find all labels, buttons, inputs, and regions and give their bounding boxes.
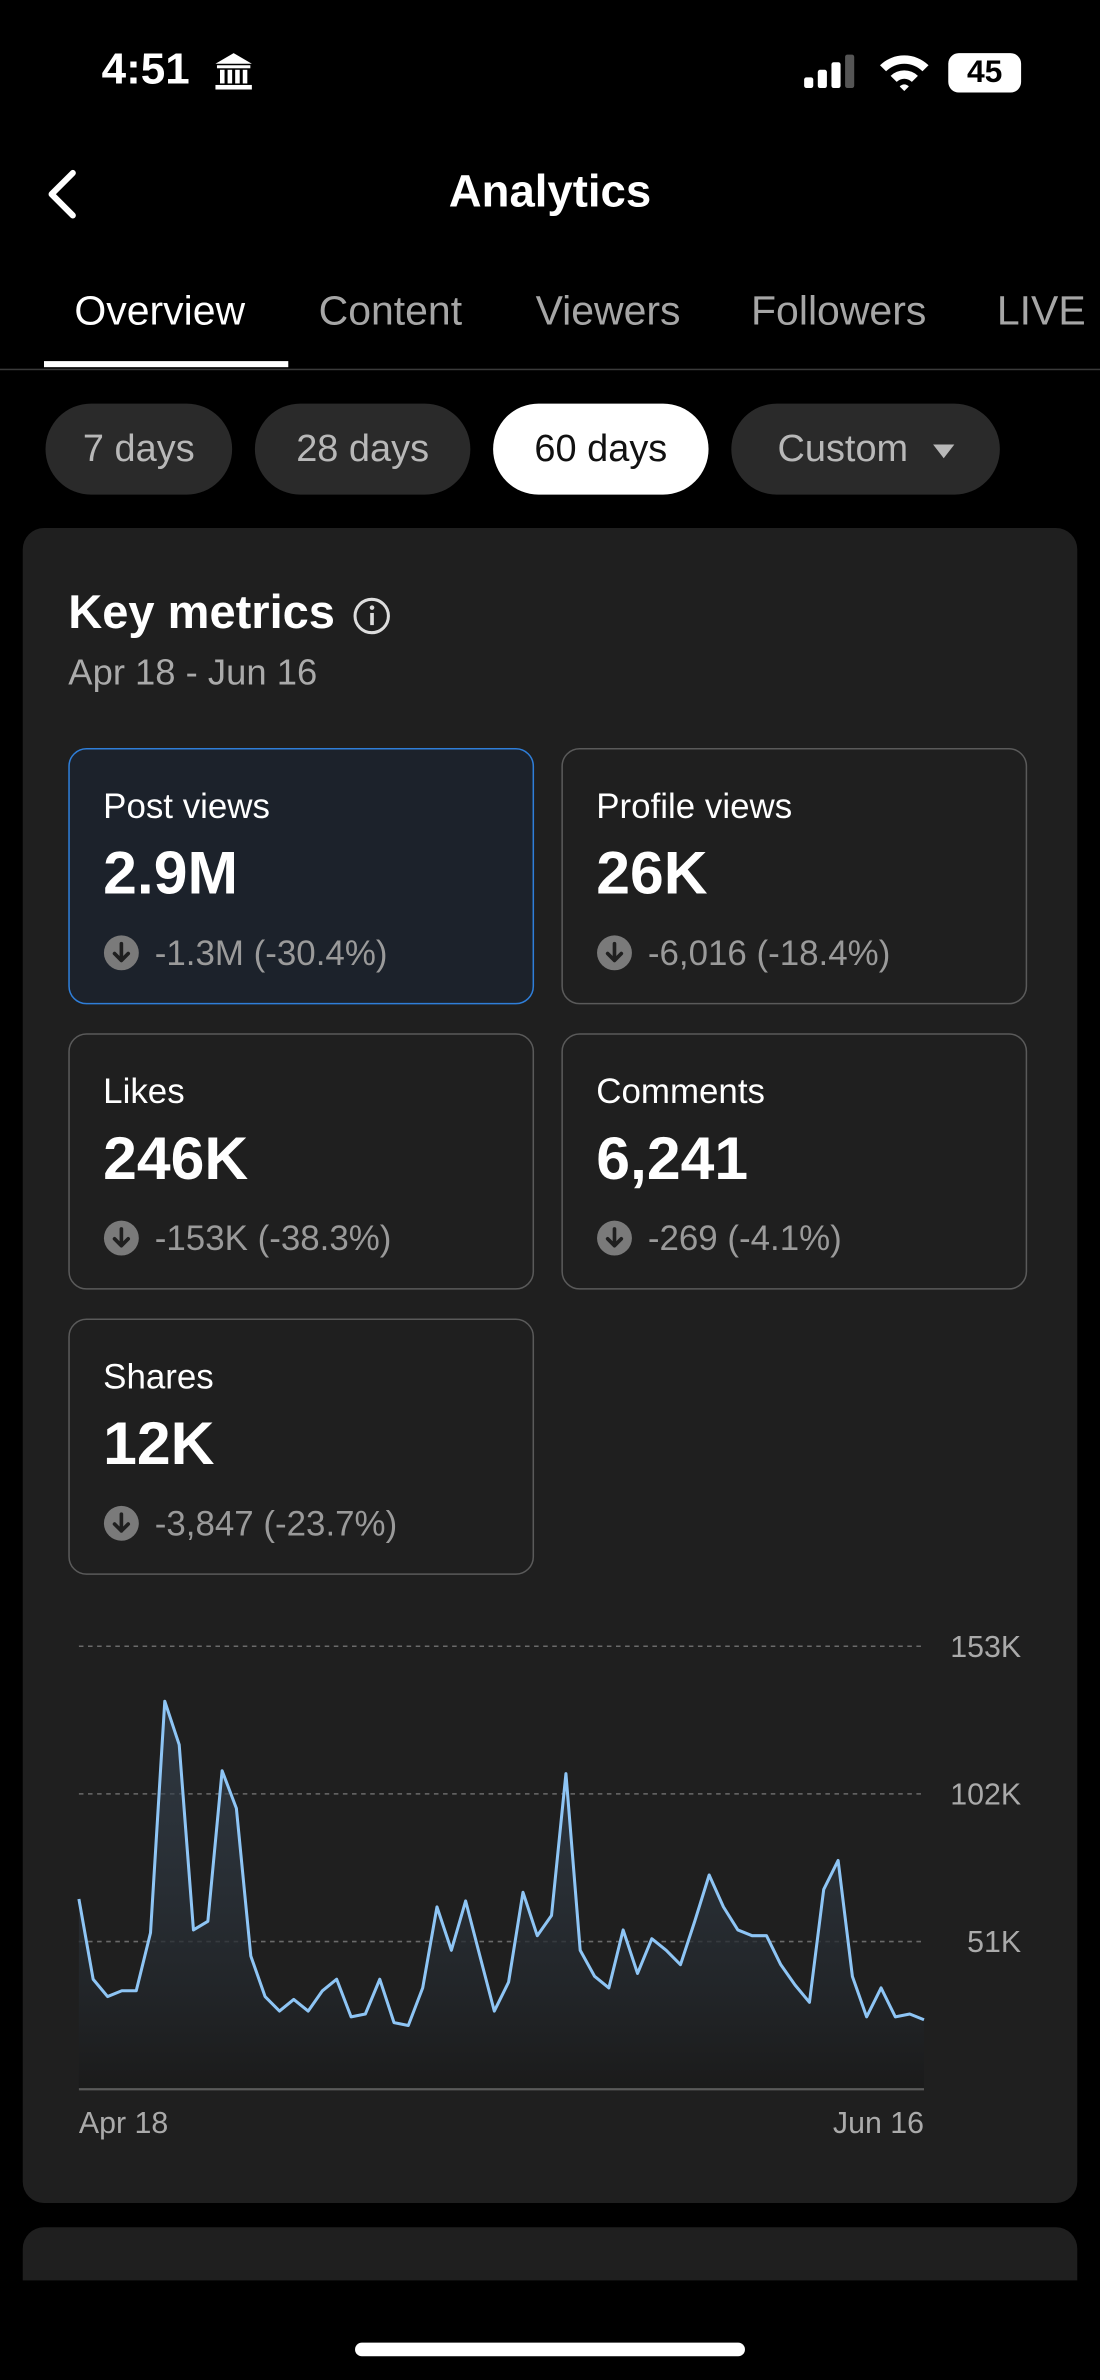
down-arrow <box>597 935 632 971</box>
date-range-label: 28 days <box>296 427 430 471</box>
tab-divider <box>0 368 1100 371</box>
tab[interactable]: Overview <box>74 288 246 334</box>
down-arrow <box>597 1220 632 1256</box>
tab[interactable]: LIVE <box>996 288 1086 334</box>
down-icon <box>596 1220 632 1256</box>
down-arrow <box>103 1505 139 1541</box>
metric-change: -6,016 (-18.4%) <box>647 933 891 973</box>
metric-value: 6,241 <box>596 1125 749 1193</box>
metric-change: -1.3M (-30.4%) <box>154 933 388 973</box>
metric-label: Shares <box>103 1356 214 1396</box>
metric-label: Post views <box>103 785 270 826</box>
date-range-label: Custom <box>777 427 909 471</box>
date-range-label: 7 days <box>82 427 195 471</box>
date-range-pill[interactable]: 60 days <box>493 403 709 495</box>
area <box>78 1701 924 2090</box>
down-icon <box>103 935 139 971</box>
metric-card[interactable]: Comments 6,241 -269 (-4.1%) <box>561 1033 1028 1290</box>
tab[interactable]: Content <box>318 288 463 334</box>
metric-label: Profile views <box>596 785 793 826</box>
down-icon <box>103 1505 139 1541</box>
metric-card[interactable]: Shares 12K -3,847 (-23.7%) <box>68 1318 535 1575</box>
date-range-pill[interactable]: Custom <box>731 403 1000 495</box>
tab-underline <box>43 361 289 368</box>
back-button[interactable] <box>42 167 88 225</box>
bank-icon <box>215 53 252 90</box>
y-tick-label: 102K <box>950 1779 1021 1812</box>
tab[interactable]: Viewers <box>535 288 681 334</box>
status-time: 4:51 <box>101 45 190 95</box>
next-card <box>22 2227 1078 2281</box>
metric-card[interactable]: Likes 246K -153K (-38.3%) <box>68 1033 535 1290</box>
signal-icon <box>804 54 855 88</box>
tab[interactable]: Followers <box>751 288 927 334</box>
home-indicator <box>355 2342 745 2357</box>
metric-change: -153K (-38.3%) <box>154 1218 392 1258</box>
down-icon <box>103 1220 139 1256</box>
metric-label: Likes <box>103 1071 185 1111</box>
x-tick-label: Apr 18 <box>79 2107 168 2140</box>
key-metrics-date: Apr 18 - Jun 16 <box>68 652 318 694</box>
battery: 45 <box>948 53 1022 93</box>
down-arrow <box>103 935 139 971</box>
wifi-icon <box>879 55 929 92</box>
y-tick-label: 51K <box>967 1926 1021 1959</box>
date-range-label: 60 days <box>534 427 668 471</box>
tab-fade <box>1001 273 1100 365</box>
date-range-pill[interactable]: 28 days <box>254 403 471 495</box>
dropdown-arrow <box>932 444 954 459</box>
metric-change: -3,847 (-23.7%) <box>154 1503 398 1544</box>
down-icon <box>596 935 632 971</box>
down-arrow <box>103 1220 139 1256</box>
metric-label: Comments <box>596 1071 765 1111</box>
x-tick-label: Jun 16 <box>833 2107 924 2140</box>
date-range-pill[interactable]: 7 days <box>45 403 233 495</box>
metric-change: -269 (-4.1%) <box>647 1218 842 1258</box>
metric-value: 26K <box>596 840 708 908</box>
metric-value: 12K <box>103 1411 215 1478</box>
key-metrics-title: Key metrics <box>68 585 335 639</box>
page-title: Analytics <box>448 166 652 217</box>
metric-value: 2.9M <box>103 840 239 908</box>
metric-card[interactable]: Post views 2.9M -1.3M (-30.4%) <box>68 747 535 1005</box>
info-icon[interactable] <box>352 596 391 635</box>
metric-value: 246K <box>103 1125 249 1193</box>
metric-card[interactable]: Profile views 26K -6,016 (-18.4%) <box>561 747 1028 1005</box>
y-tick-label: 153K <box>950 1631 1021 1664</box>
line <box>77 1699 925 2028</box>
